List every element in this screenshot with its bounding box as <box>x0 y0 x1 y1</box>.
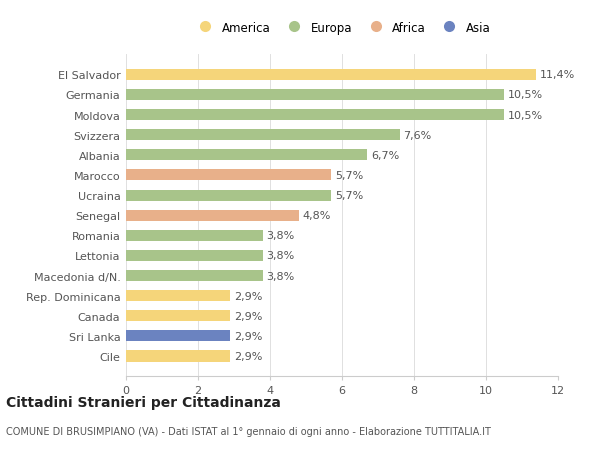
Text: 2,9%: 2,9% <box>234 351 262 361</box>
Bar <box>126 170 331 181</box>
Text: 3,8%: 3,8% <box>266 271 295 281</box>
Text: 5,7%: 5,7% <box>335 171 363 180</box>
Bar <box>126 150 367 161</box>
Bar <box>126 250 263 262</box>
Text: 3,8%: 3,8% <box>266 251 295 261</box>
Bar <box>126 70 536 81</box>
Text: 2,9%: 2,9% <box>234 291 262 301</box>
Bar <box>126 230 263 241</box>
Bar <box>126 311 230 322</box>
Legend: America, Europa, Africa, Asia: America, Europa, Africa, Asia <box>191 19 493 37</box>
Text: COMUNE DI BRUSIMPIANO (VA) - Dati ISTAT al 1° gennaio di ogni anno - Elaborazion: COMUNE DI BRUSIMPIANO (VA) - Dati ISTAT … <box>6 426 491 436</box>
Bar <box>126 270 263 281</box>
Bar <box>126 130 400 141</box>
Text: 6,7%: 6,7% <box>371 151 399 161</box>
Text: 4,8%: 4,8% <box>302 211 331 221</box>
Text: 2,9%: 2,9% <box>234 311 262 321</box>
Bar <box>126 190 331 201</box>
Bar <box>126 90 504 101</box>
Text: 7,6%: 7,6% <box>403 130 431 140</box>
Bar <box>126 110 504 121</box>
Bar <box>126 330 230 341</box>
Text: Cittadini Stranieri per Cittadinanza: Cittadini Stranieri per Cittadinanza <box>6 395 281 409</box>
Text: 2,9%: 2,9% <box>234 331 262 341</box>
Text: 5,7%: 5,7% <box>335 190 363 201</box>
Text: 3,8%: 3,8% <box>266 231 295 241</box>
Bar <box>126 291 230 302</box>
Bar <box>126 210 299 221</box>
Bar <box>126 351 230 362</box>
Text: 10,5%: 10,5% <box>508 90 543 100</box>
Text: 11,4%: 11,4% <box>540 70 575 80</box>
Text: 10,5%: 10,5% <box>508 110 543 120</box>
